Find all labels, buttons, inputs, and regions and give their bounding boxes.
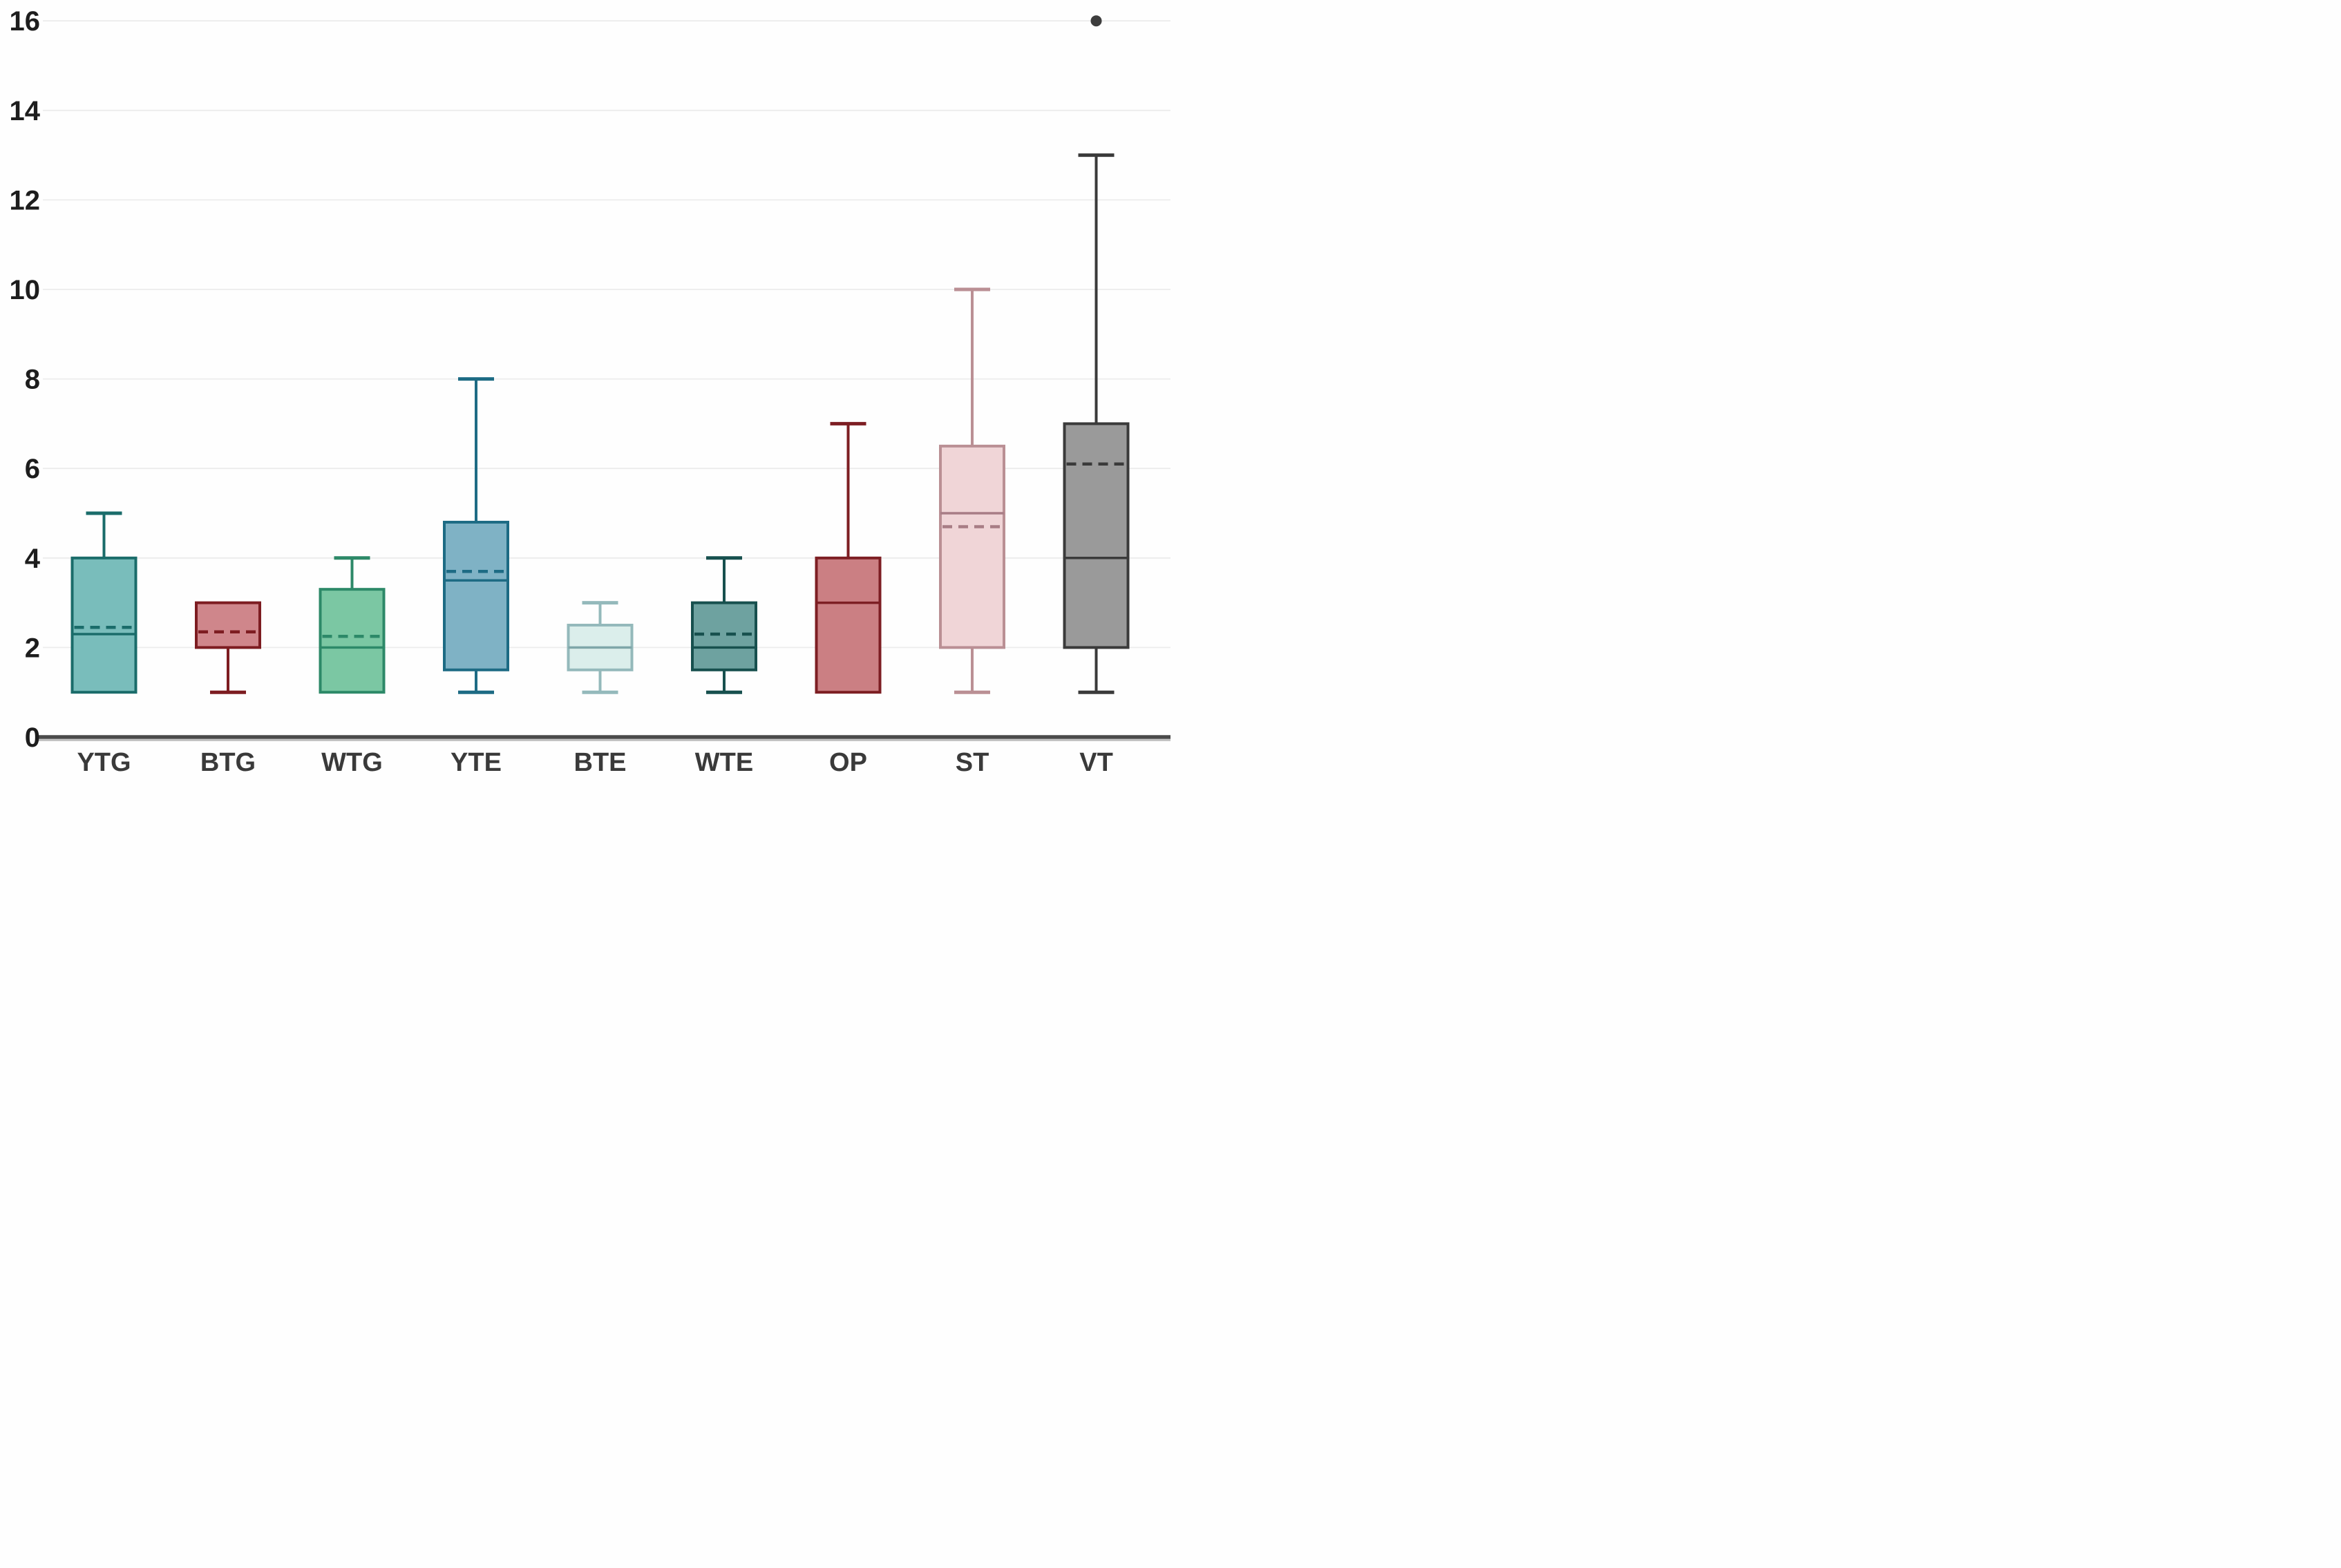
boxplot-figure: 0 2 4 6 8 10 12 14 16 YTG BTG WTG YTE BTE WTE OP ST VT [0, 0, 1170, 784]
x-category-label-YTE: YTE [451, 748, 502, 777]
y-tick-label-12: 12 [10, 185, 41, 216]
y-tick-label-16: 16 [10, 6, 41, 37]
x-category-label-OP: OP [829, 748, 867, 777]
x-category-label-BTE: BTE [574, 748, 627, 777]
VT-outlier-point [1090, 15, 1102, 27]
x-category-label-YTG: YTG [77, 748, 131, 777]
x-category-label-ST: ST [956, 748, 989, 777]
BTG-box [195, 601, 261, 649]
y-tick-label-8: 8 [25, 365, 40, 395]
x-category-label-VT: VT [1079, 748, 1113, 777]
OP-box [815, 556, 882, 694]
x-category-label-WTE: WTE [695, 748, 753, 777]
y-tick-label-4: 4 [25, 544, 41, 574]
y-tick-label-14: 14 [10, 96, 41, 126]
WTG-box [319, 588, 386, 694]
ST-box [939, 444, 1005, 649]
y-tick-label-0: 0 [25, 723, 40, 753]
VT-box [1063, 422, 1130, 649]
y-tick-label-10: 10 [10, 275, 41, 305]
x-category-label-WTG: WTG [321, 748, 383, 777]
y-tick-label-2: 2 [25, 633, 40, 663]
y-tick-label-6: 6 [25, 454, 40, 484]
x-category-label-BTG: BTG [200, 748, 256, 777]
YTG-box [70, 556, 138, 694]
chart-canvas: 0 2 4 6 8 10 12 14 16 YTG BTG WTG YTE BTE WTE OP ST VT [10, 6, 1170, 777]
YTE-box [443, 520, 509, 671]
WTE-box [691, 601, 757, 671]
